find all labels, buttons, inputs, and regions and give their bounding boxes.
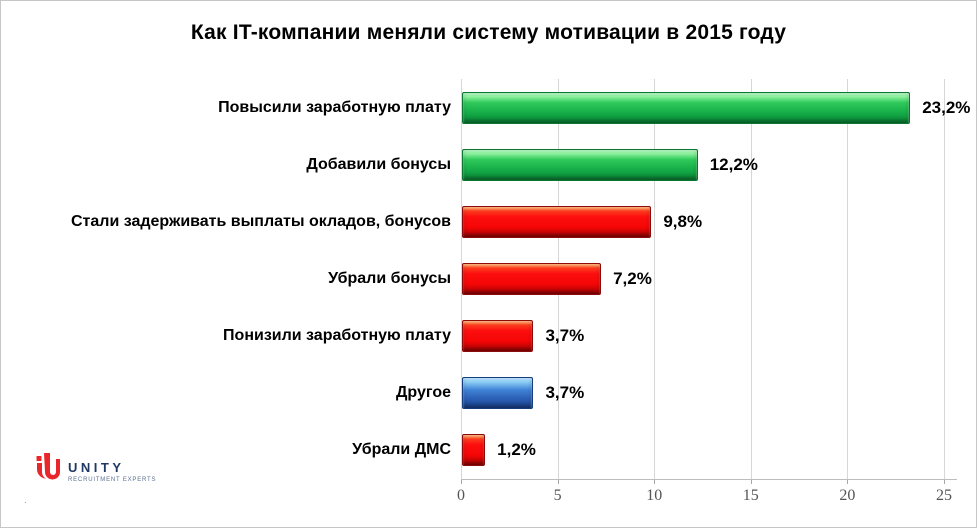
category-label: Другое bbox=[396, 384, 451, 402]
x-axis-tick bbox=[557, 479, 559, 484]
unity-logo-name: UNITY bbox=[68, 460, 125, 475]
value-label: 7,2% bbox=[613, 269, 652, 288]
x-axis-tick bbox=[847, 479, 849, 484]
category-label: Стали задерживать выплаты окладов, бонус… bbox=[70, 212, 451, 230]
gridline bbox=[847, 79, 849, 479]
unity-logo-icon bbox=[35, 451, 61, 490]
x-axis-tick bbox=[750, 479, 752, 484]
bar-5 bbox=[462, 320, 534, 353]
value-label: 1,2% bbox=[497, 440, 536, 460]
unity-logo-text: UNITY RECRUITMENT EXPERTS bbox=[68, 460, 156, 483]
stray-dot: . bbox=[24, 495, 27, 506]
bar-4 bbox=[462, 263, 602, 295]
value-label: 23,2% bbox=[922, 97, 971, 117]
category-label: Убрали ДМС bbox=[352, 441, 451, 459]
x-tick-label: 25 bbox=[936, 487, 952, 504]
category-label: Повысили заработную плату bbox=[218, 98, 451, 116]
category-label: Понизили заработную плату bbox=[223, 327, 451, 345]
x-tick-label: 20 bbox=[839, 487, 856, 504]
x-tick-label: 0 bbox=[457, 487, 465, 504]
bar-1 bbox=[462, 91, 911, 124]
x-axis-tick bbox=[461, 479, 462, 484]
bar-3 bbox=[462, 205, 652, 238]
category-label: Добавили бонусы bbox=[306, 155, 451, 173]
gridline bbox=[944, 79, 945, 479]
x-tick-label: 10 bbox=[646, 487, 663, 504]
unity-logo-tagline: RECRUITMENT EXPERTS bbox=[68, 477, 157, 483]
category-label: Убрали бонусы bbox=[328, 270, 451, 287]
unity-logo: UNITY RECRUITMENT EXPERTS bbox=[35, 451, 156, 490]
value-label: 12,2% bbox=[709, 154, 758, 174]
value-label: 3,7% bbox=[545, 383, 585, 403]
bar-7 bbox=[462, 434, 486, 467]
bar-2 bbox=[462, 148, 698, 181]
x-axis-tick bbox=[944, 479, 945, 484]
x-axis-tick bbox=[654, 479, 656, 484]
bar-6 bbox=[462, 377, 534, 410]
gridline bbox=[461, 79, 462, 479]
x-tick-label: 15 bbox=[742, 487, 759, 504]
chart-title: Как IT-компании меняли систему мотивации… bbox=[190, 21, 787, 44]
value-label: 3,7% bbox=[545, 326, 585, 346]
gridline bbox=[654, 79, 656, 479]
gridline bbox=[750, 79, 752, 479]
value-label: 9,8% bbox=[663, 211, 703, 231]
x-tick-label: 5 bbox=[553, 487, 562, 504]
x-axis-line bbox=[461, 479, 957, 480]
